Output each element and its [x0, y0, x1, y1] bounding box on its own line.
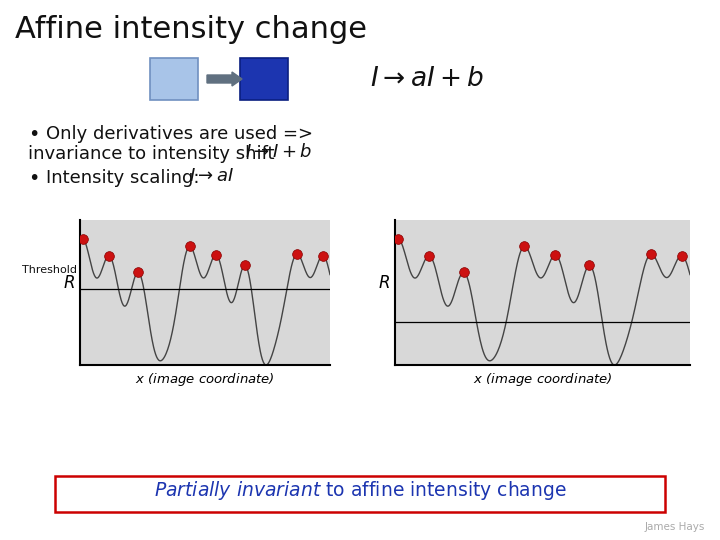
- FancyArrow shape: [207, 72, 242, 86]
- Bar: [150, 58, 198, 100]
- Bar: [240, 58, 288, 100]
- Text: $I \rightarrow I + b$: $I \rightarrow I + b$: [245, 143, 312, 161]
- Y-axis label: $R$: $R$: [378, 274, 390, 293]
- Text: •: •: [28, 125, 40, 144]
- X-axis label: $x$ (image coordinate): $x$ (image coordinate): [135, 370, 275, 388]
- Text: James Hays: James Hays: [644, 522, 705, 532]
- Bar: [55, 476, 665, 512]
- Y-axis label: $R$: $R$: [63, 274, 75, 293]
- Text: $\mathit{Partially\ invariant}$ to affine intensity change: $\mathit{Partially\ invariant}$ to affin…: [153, 480, 567, 503]
- Text: •: •: [28, 169, 40, 188]
- Text: Only derivatives are used =>: Only derivatives are used =>: [46, 125, 313, 143]
- Text: Intensity scaling:: Intensity scaling:: [46, 169, 205, 187]
- Text: Threshold: Threshold: [22, 265, 77, 275]
- Text: $I \rightarrow aI$: $I \rightarrow aI$: [189, 167, 234, 185]
- Text: $I \rightarrow aI + b$: $I \rightarrow aI + b$: [370, 66, 484, 91]
- Text: Affine intensity change: Affine intensity change: [15, 15, 367, 44]
- X-axis label: $x$ (image coordinate): $x$ (image coordinate): [472, 370, 613, 388]
- Text: invariance to intensity shift: invariance to intensity shift: [28, 145, 280, 163]
